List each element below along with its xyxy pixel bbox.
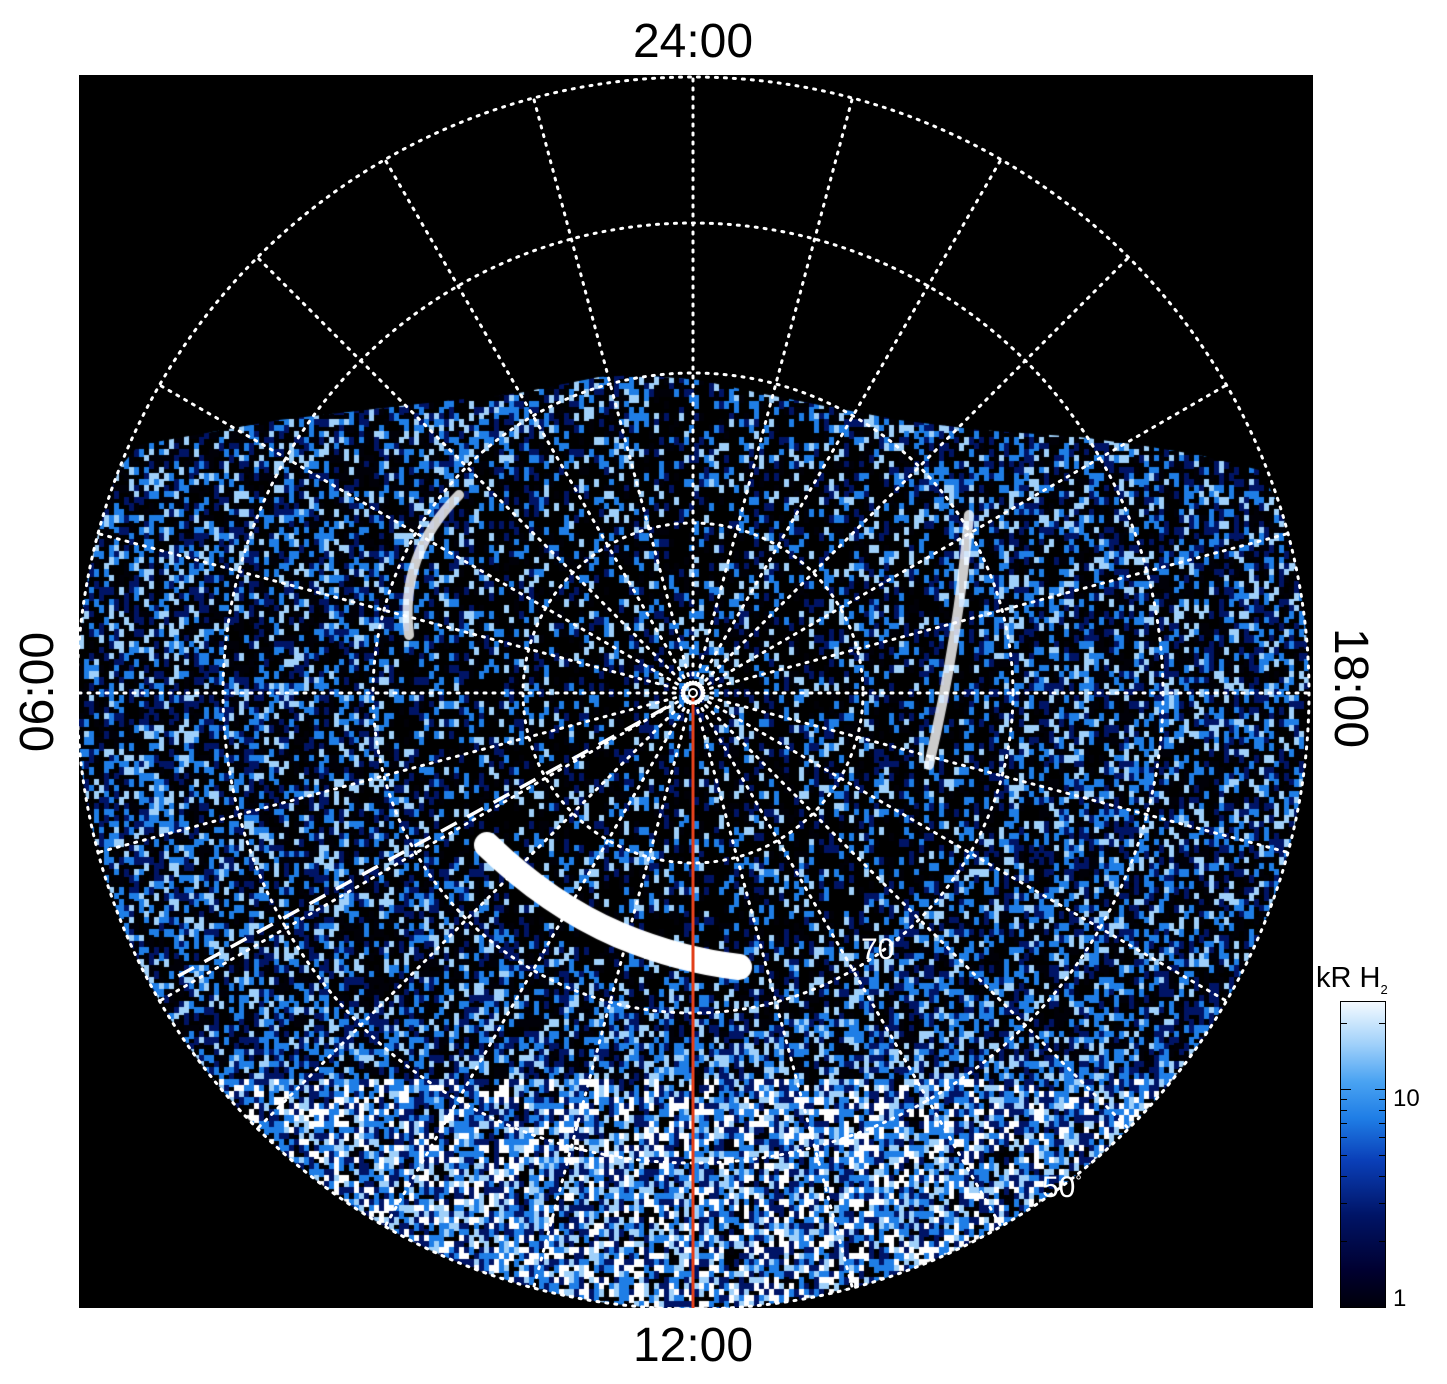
colorbar-tick-mark	[1341, 1110, 1347, 1111]
colorbar-tick-mark	[1375, 1307, 1385, 1308]
meridian-line-8	[383, 691, 695, 1228]
meridian-line-5	[691, 691, 854, 1290]
latitude-circle-0	[79, 75, 1311, 1308]
colorbar-tick-mark	[1379, 1099, 1385, 1100]
colorbar-tick-mark	[1341, 1123, 1347, 1124]
colorbar-tick-mark	[1341, 1307, 1351, 1308]
polar-grid	[79, 75, 1311, 1308]
pole-marker-outer	[681, 681, 705, 705]
colorbar-tick-mark	[1341, 1203, 1347, 1204]
meridian-line-20	[691, 158, 1003, 695]
meridian-line-14	[158, 383, 695, 695]
lt-label-noon: 12:00	[632, 1319, 754, 1372]
colorbar-tick-mark	[1379, 1203, 1385, 1204]
colorbar-tick-mark	[1379, 1155, 1385, 1156]
meridian-line-13	[96, 532, 695, 695]
colorbar	[1340, 1001, 1386, 1308]
meridian-line-21	[691, 255, 1131, 695]
meridian-line-2	[691, 691, 1228, 1003]
colorbar-tick-mark	[1375, 1089, 1385, 1090]
colorbar-tick-mark	[1379, 1137, 1385, 1138]
colorbar-tick-mark	[1341, 1241, 1347, 1242]
polar-projection-map: 70° 50°	[79, 75, 1313, 1308]
latitude-label-70: 70°	[861, 933, 901, 966]
pole-marker-inner	[688, 688, 698, 698]
meridian-line-16	[383, 158, 695, 695]
colorbar-title: kR H2	[1316, 962, 1388, 997]
lt-label-midnight: 24:00	[632, 15, 754, 68]
sector-dashed-line	[170, 705, 668, 982]
meridian-line-23	[691, 532, 1290, 695]
colorbar-tick-mark	[1379, 1123, 1385, 1124]
meridian-line-10	[158, 691, 695, 1003]
colorbar-tick-mark	[1341, 1137, 1347, 1138]
colorbar-tick-mark	[1341, 1089, 1351, 1090]
colorbar-tick-mark	[1341, 1155, 1347, 1156]
colorbar-tick-mark	[1379, 1023, 1385, 1024]
colorbar-tick-1: 1	[1393, 1285, 1407, 1312]
meridian-line-1	[691, 691, 1290, 854]
latitude-circle-2	[371, 371, 1015, 1015]
meridian-line-11	[96, 691, 695, 854]
colorbar-tick-mark	[1341, 1099, 1347, 1100]
meridian-line-17	[532, 96, 695, 695]
colorbar-tick-mark	[1341, 1023, 1347, 1024]
colorbar-tick-mark	[1379, 1110, 1385, 1111]
lt-label-dusk: 18:00	[1324, 627, 1377, 749]
lt-label-dawn: 06:00	[11, 631, 64, 753]
meridian-line-4	[691, 691, 1003, 1228]
meridian-line-19	[691, 96, 854, 695]
meridian-line-15	[255, 255, 695, 695]
meridian-line-22	[691, 383, 1228, 695]
meridian-line-9	[255, 691, 695, 1131]
latitude-label-50: 50°	[1042, 1171, 1082, 1204]
colorbar-tick-mark	[1341, 1176, 1347, 1177]
meridian-line-3	[691, 691, 1131, 1131]
colorbar-tick-10: 10	[1393, 1085, 1420, 1112]
colorbar-tick-mark	[1379, 1176, 1385, 1177]
meridian-line-7	[532, 691, 695, 1290]
colorbar-tick-mark	[1379, 1241, 1385, 1242]
